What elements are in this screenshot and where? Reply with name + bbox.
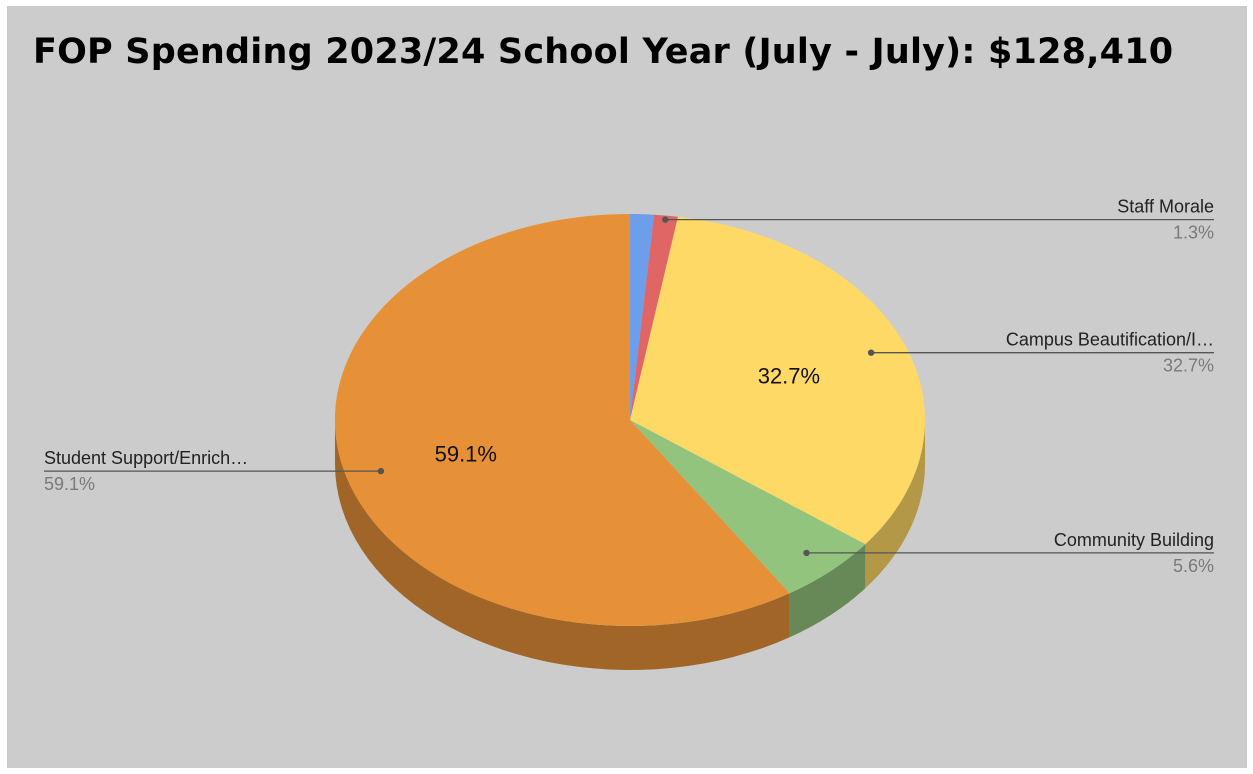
callout-pct-3: 59.1% bbox=[44, 474, 95, 494]
pie-side-2 bbox=[865, 420, 925, 589]
callout-pct-1: 32.7% bbox=[1163, 356, 1214, 376]
callout-pct-2: 5.6% bbox=[1173, 556, 1214, 576]
callout-name-2: Community Building bbox=[1054, 530, 1214, 550]
callout-name-3: Student Support/Enrich… bbox=[44, 448, 248, 468]
callout-dot-3 bbox=[377, 467, 385, 475]
callout-dot-1 bbox=[867, 349, 875, 356]
pie-slice-4 bbox=[334, 213, 790, 626]
slice-inside-label-0: 32.7% bbox=[758, 364, 820, 389]
pie-slice-1 bbox=[630, 214, 678, 420]
callout-dot-2 bbox=[803, 549, 810, 557]
pie-side-4 bbox=[335, 420, 790, 670]
pie-slice-0 bbox=[630, 214, 655, 420]
callout-pct-0: 1.3% bbox=[1173, 223, 1214, 243]
pie-side-3 bbox=[789, 544, 866, 638]
pie-slice-2 bbox=[630, 216, 925, 545]
callout-dot-0 bbox=[662, 216, 669, 223]
callout-name-0: Staff Morale bbox=[1117, 197, 1214, 217]
slice-inside-label-1: 59.1% bbox=[435, 442, 497, 467]
chart-title: FOP Spending 2023/24 School Year (July -… bbox=[33, 32, 1174, 72]
callout-name-1: Campus Beautification/I… bbox=[1006, 330, 1214, 350]
